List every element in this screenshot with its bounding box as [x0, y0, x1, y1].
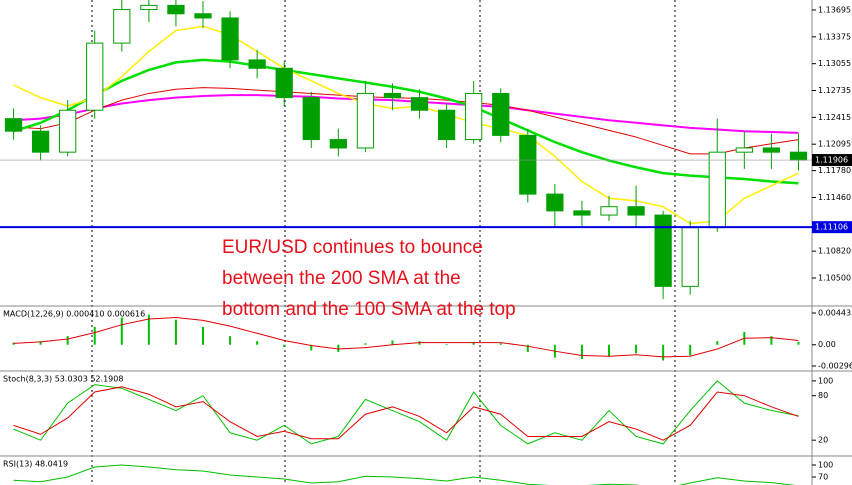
- candle-body: [140, 4, 158, 11]
- histogram-bar: [797, 341, 800, 345]
- histogram-bar: [635, 344, 638, 354]
- histogram-bar: [174, 319, 177, 345]
- candle-body: [194, 13, 212, 19]
- histogram-bar: [256, 341, 259, 345]
- y-tick-label: 1.12735: [818, 86, 851, 95]
- candle-body: [789, 151, 808, 161]
- histogram-bar: [391, 340, 394, 345]
- indicator-line: [13, 94, 799, 134]
- candle-body: [437, 109, 456, 141]
- candle-body: [546, 193, 564, 212]
- histogram-bar: [526, 344, 529, 352]
- histogram-bar: [716, 341, 719, 345]
- candle-body: [59, 109, 77, 153]
- candle-body: [356, 92, 375, 149]
- indicator-line: [13, 386, 799, 441]
- histogram-bar: [770, 336, 773, 345]
- candle-body: [519, 134, 537, 195]
- y-tick-label: 100: [818, 376, 833, 385]
- candle-body: [573, 210, 591, 216]
- y-tick-label: 0.004435: [818, 308, 852, 317]
- histogram-bar: [229, 336, 232, 345]
- histogram-bar: [283, 344, 286, 347]
- candle-body: [600, 206, 618, 216]
- histogram-bar: [39, 341, 42, 345]
- y-tick-label: 1.11780: [818, 166, 851, 175]
- support-label: 1.11106: [815, 223, 848, 232]
- candle-body: [410, 97, 429, 111]
- histogram-bar: [337, 344, 340, 352]
- histogram-bar: [445, 344, 448, 345]
- indicator-line: [13, 317, 799, 358]
- indicator-line: [13, 58, 799, 185]
- histogram-bar: [66, 336, 69, 345]
- histogram-bar: [202, 326, 204, 345]
- indicator-label: Stoch(8,3,3) 53.0303 52.1908: [3, 375, 123, 384]
- support-tag: [812, 221, 852, 234]
- y-tick-label: 1.12095: [818, 140, 851, 149]
- candle-body: [31, 130, 50, 153]
- candle-body: [275, 67, 293, 99]
- indicator-line: [13, 87, 799, 155]
- histogram-bar: [580, 344, 583, 360]
- indicator-label: RSI(13) 48.0419: [3, 460, 68, 469]
- histogram-bar: [608, 344, 610, 357]
- y-tick-label: 1.12415: [818, 113, 851, 122]
- y-tick-label: 1.13695: [818, 5, 851, 14]
- histogram-bar: [689, 344, 692, 356]
- histogram-bar: [499, 343, 502, 345]
- histogram-bar: [147, 314, 150, 345]
- candle-body: [708, 151, 726, 229]
- histogram-bar: [310, 344, 313, 351]
- candle-body: [735, 147, 753, 153]
- indicator-line: [13, 380, 799, 445]
- price-tag: [812, 154, 852, 167]
- y-tick-label: 0.00: [818, 340, 836, 349]
- histogram-bar: [364, 343, 367, 345]
- indicator-line: [13, 25, 799, 225]
- panel: [12, 314, 800, 361]
- current-price-label: 1.11906: [815, 156, 848, 165]
- histogram-bar: [472, 341, 475, 345]
- y-tick-label: 70: [818, 473, 828, 482]
- y-tick-label: 20: [818, 436, 828, 445]
- y-tick-label: 1.11460: [818, 193, 851, 202]
- annotation: EUR/USD continues to bounce: [222, 237, 483, 258]
- panel: [4, 0, 808, 299]
- candle-body: [86, 42, 104, 111]
- histogram-bar: [120, 317, 123, 345]
- indicator-label: MACD(12,26,9) 0.000410 0.000616: [3, 310, 145, 319]
- histogram-bar: [12, 342, 15, 345]
- candle-body: [248, 59, 266, 69]
- candle-body: [465, 92, 483, 141]
- y-tick-label: -0.002968: [818, 361, 852, 370]
- y-tick-label: 1.10500: [818, 273, 851, 282]
- annotation: between the 200 SMA at the: [222, 268, 461, 289]
- indicator-line: [13, 464, 796, 485]
- candle-body: [627, 206, 645, 216]
- panel: [13, 464, 796, 485]
- annotation: bottom and the 100 SMA at the top: [222, 299, 516, 320]
- candle-body: [113, 9, 131, 44]
- histogram-bar: [93, 326, 96, 345]
- y-tick-label: 1.10820: [818, 247, 851, 256]
- candle-body: [681, 227, 699, 287]
- panel: [13, 380, 799, 445]
- y-tick-label: 1.13375: [818, 32, 851, 41]
- candle-body: [167, 4, 185, 15]
- candle-body: [492, 92, 510, 136]
- candle-body: [329, 139, 347, 149]
- candle-body: [4, 118, 23, 132]
- candle-body: [302, 97, 320, 141]
- candle-body: [762, 147, 781, 153]
- y-tick-label: 1.13055: [818, 59, 851, 68]
- candle-body: [654, 214, 672, 287]
- candle-body: [221, 17, 239, 61]
- histogram-bar: [662, 344, 665, 361]
- y-tick-label: 100: [818, 461, 833, 470]
- y-tick-label: 80: [818, 391, 828, 400]
- candle-body: [383, 92, 402, 99]
